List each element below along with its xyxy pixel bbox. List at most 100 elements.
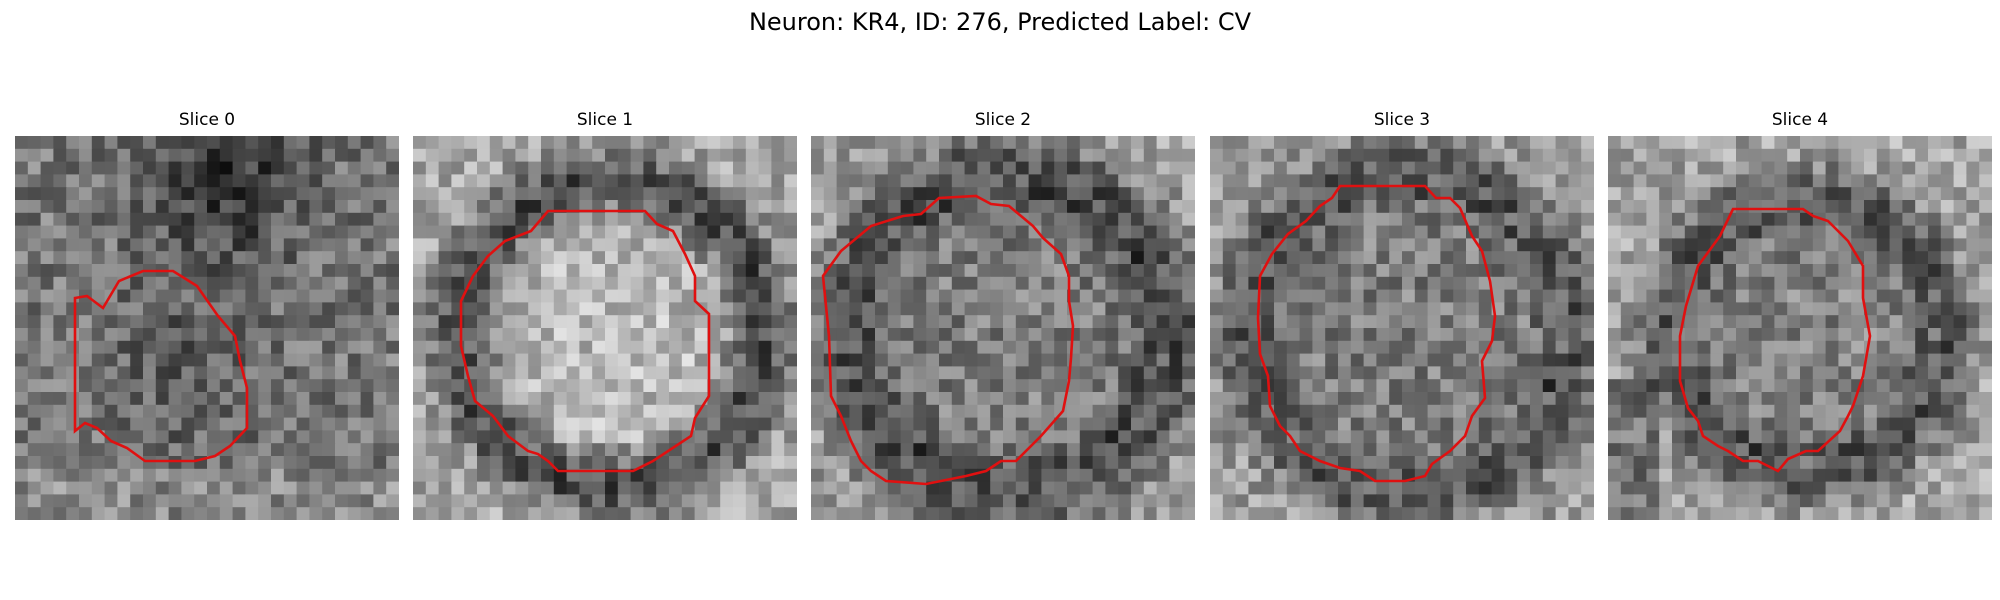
pixel (1517, 238, 1531, 252)
pixel (15, 289, 29, 303)
pixel (451, 187, 465, 201)
pixel (1568, 366, 1582, 380)
pixel (1504, 507, 1518, 520)
pixel (1363, 404, 1377, 419)
pixel (1274, 443, 1288, 457)
pixel (1672, 225, 1686, 239)
pixel (1092, 161, 1106, 175)
pixel (1466, 443, 1480, 457)
pixel (1210, 212, 1224, 227)
pixel (849, 187, 863, 201)
pixel (694, 456, 708, 470)
pixel (130, 392, 144, 406)
pixel (489, 379, 504, 393)
pixel (1568, 507, 1582, 520)
pixel (1659, 481, 1673, 495)
pixel (566, 238, 580, 252)
pixel (1736, 392, 1750, 406)
pixel (194, 187, 208, 201)
pixel (823, 212, 838, 227)
pixel (1889, 366, 1903, 380)
pixel (1248, 366, 1262, 380)
pixel (1787, 238, 1801, 252)
pixel (27, 148, 42, 163)
pixel (309, 392, 323, 406)
pixel (1812, 174, 1827, 188)
pixel (181, 366, 195, 380)
pixel (707, 251, 721, 265)
pixel (1787, 494, 1801, 508)
pixel (592, 264, 606, 278)
pixel (1851, 366, 1865, 380)
pixel (1248, 264, 1262, 278)
pixel (347, 212, 362, 227)
pixel (477, 417, 491, 431)
pixel (758, 430, 772, 444)
pixel (823, 430, 838, 444)
pixel (1504, 264, 1518, 278)
pixel (1118, 366, 1132, 380)
pixel (232, 161, 246, 175)
pixel (168, 315, 182, 329)
pixel (271, 353, 285, 367)
pixel (1248, 161, 1262, 175)
pixel (951, 328, 966, 342)
pixel (1953, 392, 1967, 406)
pixel (1466, 494, 1480, 508)
pixel (1041, 251, 1055, 265)
pixel (309, 276, 323, 291)
pixel (104, 430, 118, 444)
pixel (219, 340, 234, 355)
pixel (836, 212, 850, 227)
pixel (1672, 340, 1686, 355)
pixel (1131, 430, 1145, 444)
pixel (977, 212, 991, 227)
pixel (489, 340, 504, 355)
pixel (964, 404, 978, 419)
pixel (1118, 136, 1132, 150)
pixel (1312, 276, 1326, 291)
pixel (669, 315, 683, 329)
pixel (1131, 392, 1145, 406)
pixel (1774, 200, 1788, 214)
pixel (592, 136, 606, 150)
pixel (322, 161, 336, 175)
pixel (168, 302, 182, 316)
pixel (1015, 187, 1030, 201)
pixel (1902, 353, 1916, 367)
pixel (1889, 276, 1903, 291)
pixel (27, 443, 42, 457)
pixel (1979, 251, 1992, 265)
pixel (1466, 212, 1480, 227)
pixel (1299, 481, 1313, 495)
pixel (1902, 404, 1916, 419)
pixel (566, 251, 580, 265)
pixel (887, 340, 902, 355)
pixel (939, 481, 953, 495)
pixel (27, 404, 42, 419)
pixel (771, 161, 785, 175)
pixel (939, 225, 953, 239)
pixel (1156, 392, 1170, 406)
pixel (1092, 148, 1106, 163)
pixel (1427, 417, 1441, 431)
pixel (592, 404, 606, 419)
pixel (875, 340, 889, 355)
pixel (1299, 340, 1313, 355)
pixel (733, 340, 747, 355)
pixel (553, 251, 568, 265)
pixel (643, 353, 657, 367)
pixel (1608, 187, 1622, 201)
pixel (630, 212, 644, 227)
pixel (489, 212, 504, 227)
pixel (360, 212, 374, 227)
pixel (309, 507, 323, 520)
pixel (360, 417, 374, 431)
slice-title: Slice 1 (576, 110, 634, 130)
pixel (79, 404, 93, 419)
pixel (1620, 148, 1635, 163)
pixel (745, 289, 760, 303)
pixel (1672, 264, 1686, 278)
pixel (656, 430, 670, 444)
pixel (360, 468, 374, 483)
